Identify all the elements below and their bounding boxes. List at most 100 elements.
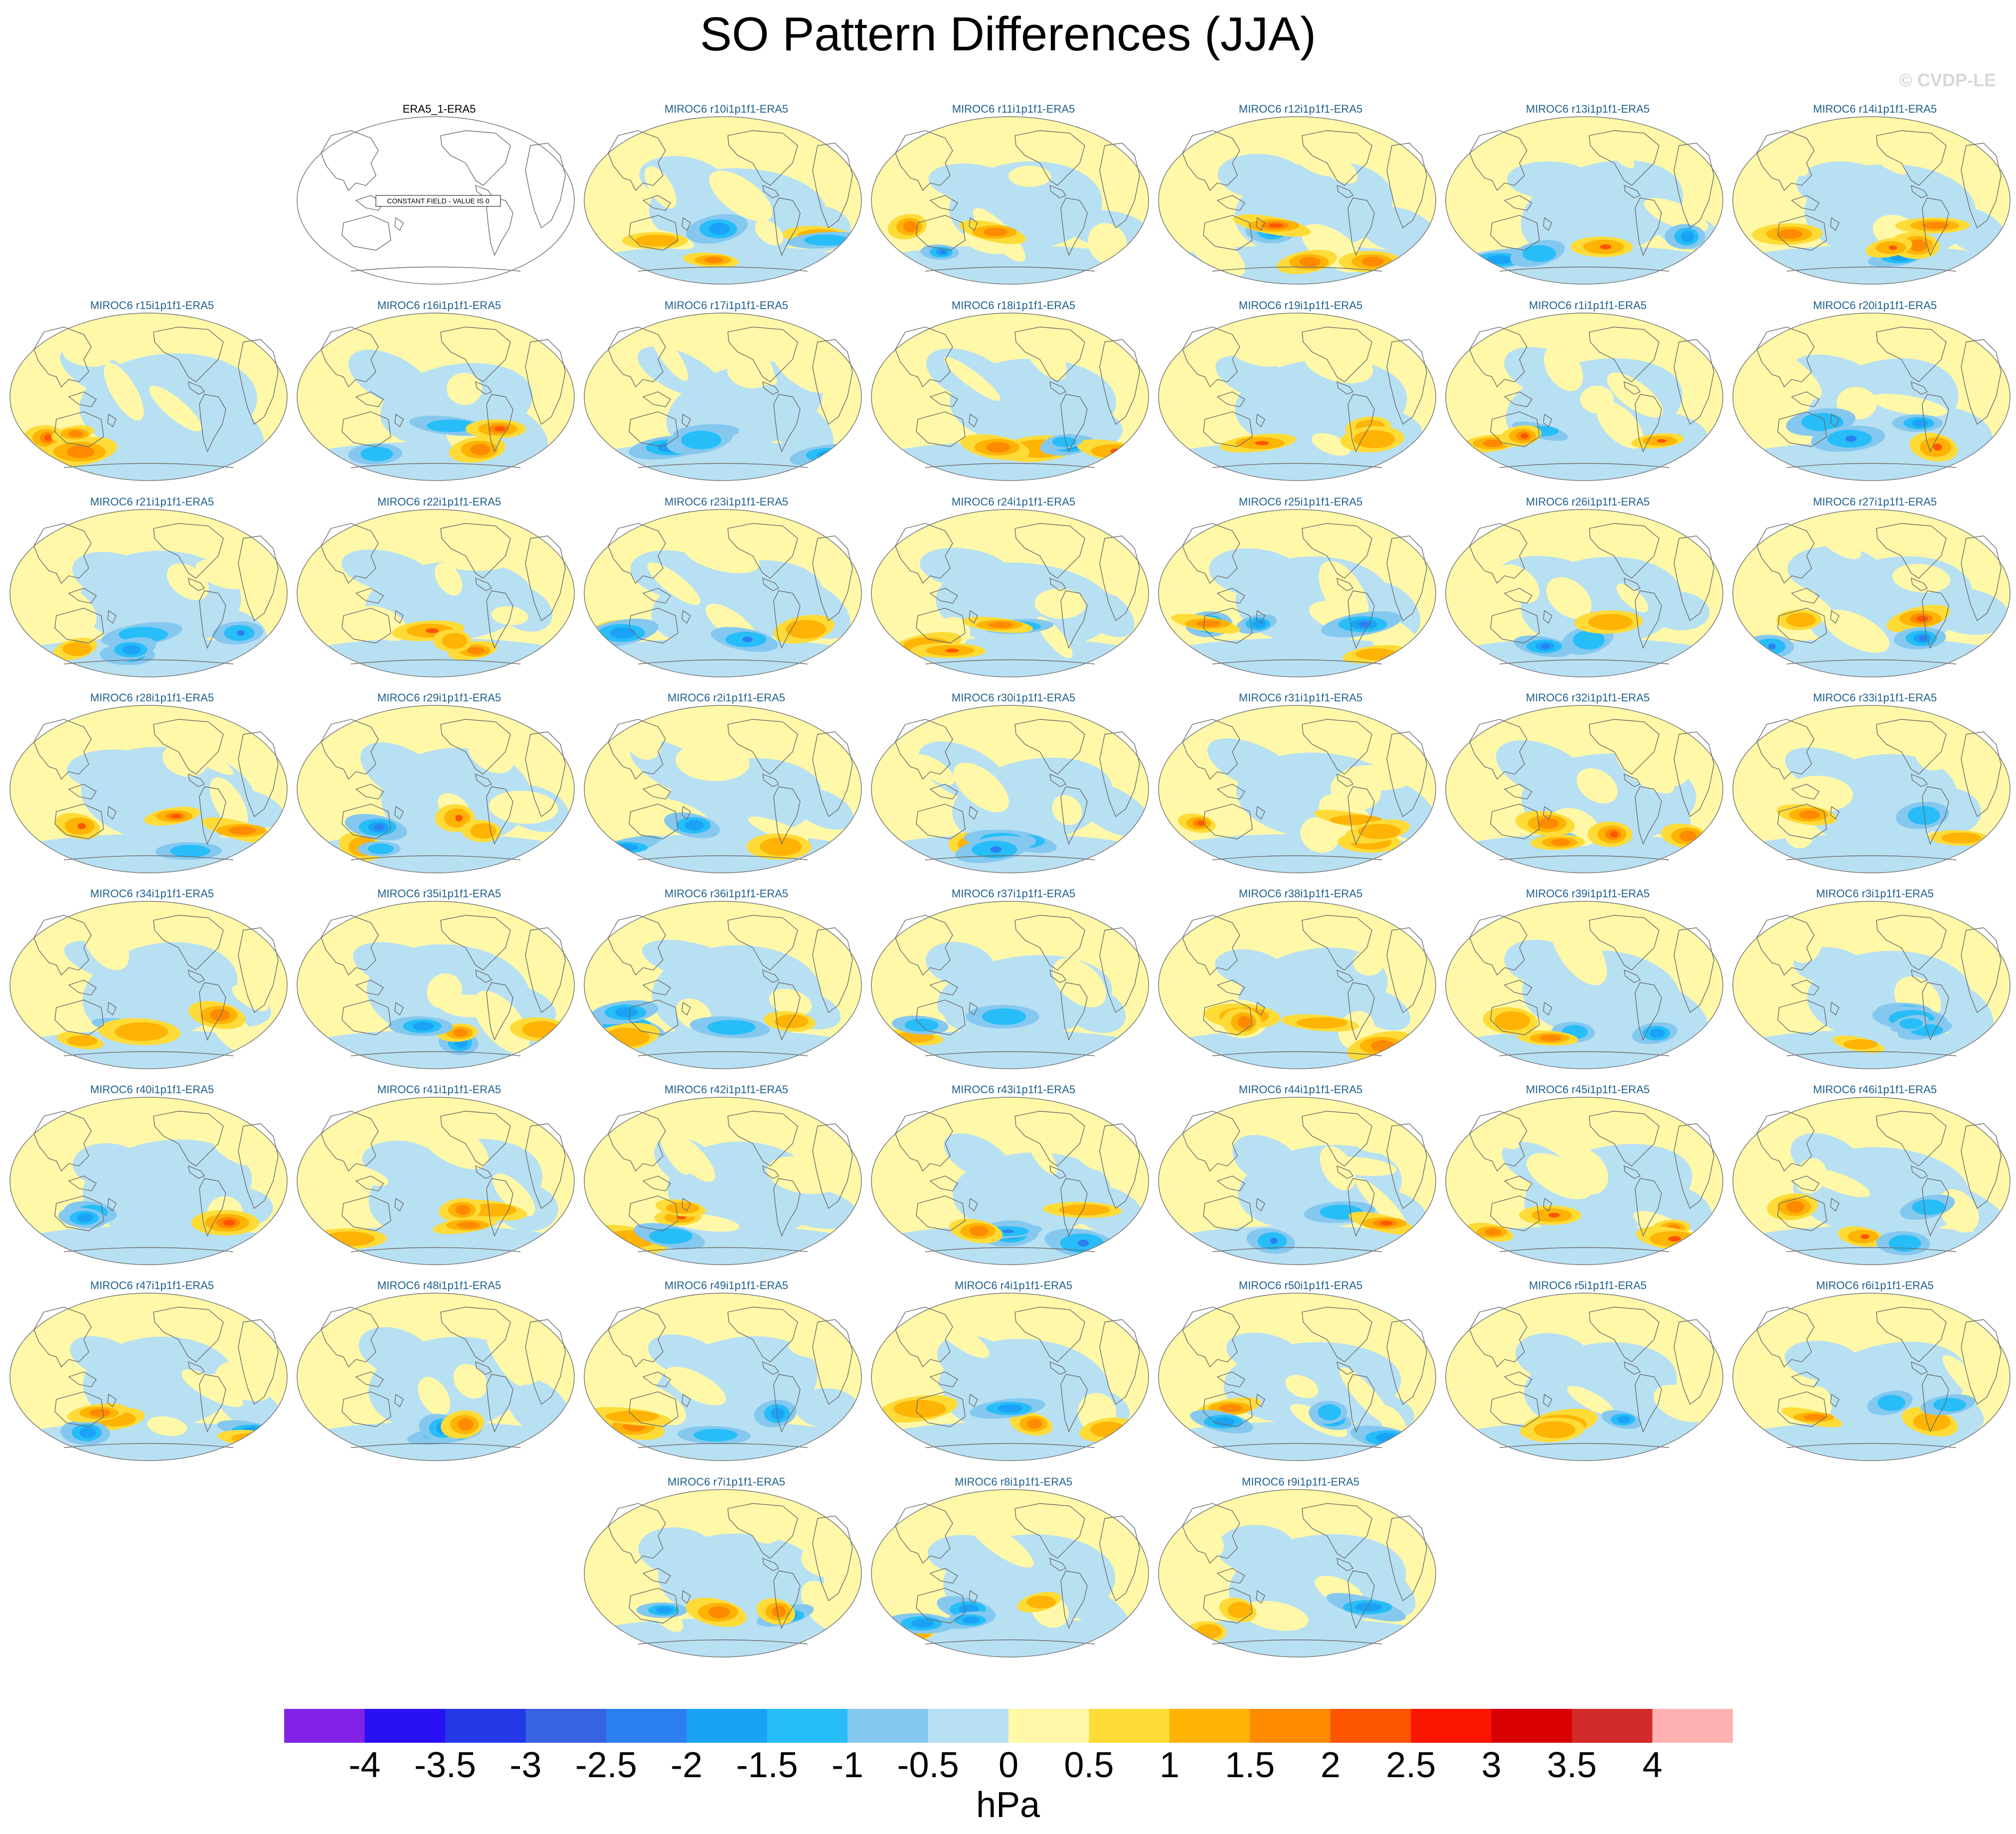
contour-field (1159, 1490, 1436, 1657)
colorbar-swatch (1169, 1709, 1250, 1743)
coastline-outlines (33, 915, 279, 1056)
contour-field (584, 1097, 861, 1265)
map-outline (9, 1097, 288, 1265)
panel-title: MIROC6 r39i1p1f1-ERA5 (1525, 887, 1650, 900)
colorbar-units: hPa (976, 1785, 1040, 1825)
robinson-map (1732, 1097, 2011, 1265)
map-panel: MIROC6 r11i1p1f1-ERA5 (870, 103, 1157, 297)
map-panel: MIROC6 r30i1p1f1-ERA5 (870, 691, 1157, 886)
contour-field (1446, 117, 1723, 284)
panel-title: MIROC6 r27i1p1f1-ERA5 (1813, 496, 1937, 508)
map-panel: MIROC6 r3i1p1f1-ERA5 (1732, 887, 2016, 1082)
map-panel: MIROC6 r20i1p1f1-ERA5 (1732, 299, 2016, 494)
contour-field (871, 313, 1149, 481)
colorbar-swatch (1008, 1709, 1089, 1743)
colorbar-tick-label: -3 (509, 1745, 542, 1785)
map-panel: MIROC6 r25i1p1f1-ERA5 (1158, 496, 1444, 690)
map-panel: MIROC6 r6i1p1f1-ERA5 (1732, 1279, 2016, 1474)
panel-title: MIROC6 r18i1p1f1-ERA5 (951, 299, 1076, 312)
map-outline (1445, 1097, 1723, 1265)
colorbar-tick-label: 2.5 (1386, 1745, 1436, 1785)
map-panel: MIROC6 r38i1p1f1-ERA5 (1158, 887, 1444, 1082)
map-outline (1158, 313, 1436, 481)
panel-title: MIROC6 r24i1p1f1-ERA5 (951, 496, 1076, 508)
map-panel: MIROC6 r44i1p1f1-ERA5 (1158, 1083, 1444, 1278)
robinson-map (297, 1097, 575, 1265)
coastline-outlines (33, 1307, 279, 1448)
robinson-map (9, 1293, 288, 1461)
colorbar-swatch (1572, 1709, 1653, 1743)
map-outline (584, 1293, 862, 1461)
robinson-map (9, 313, 288, 481)
constant-field-box (375, 195, 501, 207)
map-panel: MIROC6 r39i1p1f1-ERA5 (1445, 887, 1731, 1082)
panel-title: MIROC6 r26i1p1f1-ERA5 (1525, 496, 1650, 508)
panel-title: MIROC6 r5i1p1f1-ERA5 (1529, 1279, 1647, 1292)
panel-title: MIROC6 r9i1p1f1-ERA5 (1242, 1476, 1359, 1488)
panel-title: MIROC6 r23i1p1f1-ERA5 (664, 496, 789, 508)
panel-title: MIROC6 r32i1p1f1-ERA5 (1525, 691, 1650, 704)
contour-field (297, 313, 574, 481)
colorbar-tick-label: 3.5 (1547, 1745, 1597, 1785)
map-outline (297, 705, 575, 873)
colorbar-tick-label: 1 (1159, 1745, 1179, 1785)
contour-field (1159, 313, 1436, 481)
coastline-outlines (33, 1111, 279, 1252)
panel-title: MIROC6 r1i1p1f1-ERA5 (1529, 299, 1647, 312)
panel-title: MIROC6 r29i1p1f1-ERA5 (377, 691, 502, 704)
colorbar-swatch (1330, 1709, 1411, 1743)
colorbar-tick-label: -1.5 (736, 1745, 798, 1785)
contour-field (1733, 313, 2010, 481)
map-panel: MIROC6 r33i1p1f1-ERA5 (1732, 691, 2016, 886)
colorbar-swatch (1250, 1709, 1331, 1743)
map-panel: MIROC6 r4i1p1f1-ERA5 (870, 1279, 1157, 1474)
coastline-outlines (608, 327, 853, 468)
robinson-map (9, 901, 288, 1069)
map-panel: MIROC6 r16i1p1f1-ERA5 (296, 299, 582, 494)
coastline-outlines (1182, 523, 1427, 665)
map-panel: MIROC6 r7i1p1f1-ERA5 (583, 1476, 869, 1670)
coastline-outlines (895, 523, 1140, 665)
map-outline (871, 1489, 1149, 1658)
panel-title: MIROC6 r49i1p1f1-ERA5 (664, 1279, 789, 1292)
map-outline (1732, 1097, 2011, 1265)
robinson-map (584, 313, 862, 481)
robinson-map (1445, 116, 1723, 285)
robinson-map (1158, 116, 1436, 285)
coastline-outlines (1756, 719, 2002, 860)
map-outline (584, 1097, 862, 1265)
map-outline (1445, 705, 1723, 873)
panel-title: MIROC6 r15i1p1f1-ERA5 (90, 299, 214, 312)
robinson-map (9, 509, 288, 677)
map-outline (584, 313, 862, 481)
robinson-map (1732, 509, 2011, 677)
contour-field (871, 1097, 1149, 1265)
colorbar (284, 1709, 1733, 1743)
map-panel: MIROC6 r13i1p1f1-ERA5 (1445, 103, 1731, 297)
map-panel: MIROC6 r43i1p1f1-ERA5 (870, 1083, 1157, 1278)
map-outline (871, 313, 1149, 481)
panel-title: MIROC6 r22i1p1f1-ERA5 (377, 496, 502, 508)
coastline-outlines (608, 523, 853, 665)
colorbar-tick-label: 0 (998, 1745, 1019, 1785)
map-panel: MIROC6 r5i1p1f1-ERA5 (1445, 1279, 1731, 1474)
panel-title: MIROC6 r6i1p1f1-ERA5 (1816, 1279, 1934, 1292)
panel-title: MIROC6 r46i1p1f1-ERA5 (1813, 1083, 1937, 1096)
robinson-map: CONSTANT FIELD - VALUE IS 0 (297, 116, 575, 285)
coastline-outlines (321, 915, 566, 1056)
map-outline (1732, 1293, 2011, 1461)
coastline-outlines (1182, 1307, 1427, 1448)
robinson-map (1445, 509, 1723, 677)
panel-title: MIROC6 r10i1p1f1-ERA5 (664, 103, 789, 115)
robinson-map (584, 509, 862, 677)
coastline-outlines (33, 327, 279, 468)
robinson-map (1158, 509, 1436, 677)
coastline-outlines (1182, 1503, 1427, 1645)
map-outline (1732, 116, 2011, 285)
robinson-map (871, 116, 1149, 285)
map-panel: MIROC6 r18i1p1f1-ERA5 (870, 299, 1157, 494)
robinson-map (584, 1097, 862, 1265)
panel-title: MIROC6 r42i1p1f1-ERA5 (664, 1083, 789, 1096)
map-outline (297, 313, 575, 481)
coastline-outlines (1469, 327, 1714, 468)
